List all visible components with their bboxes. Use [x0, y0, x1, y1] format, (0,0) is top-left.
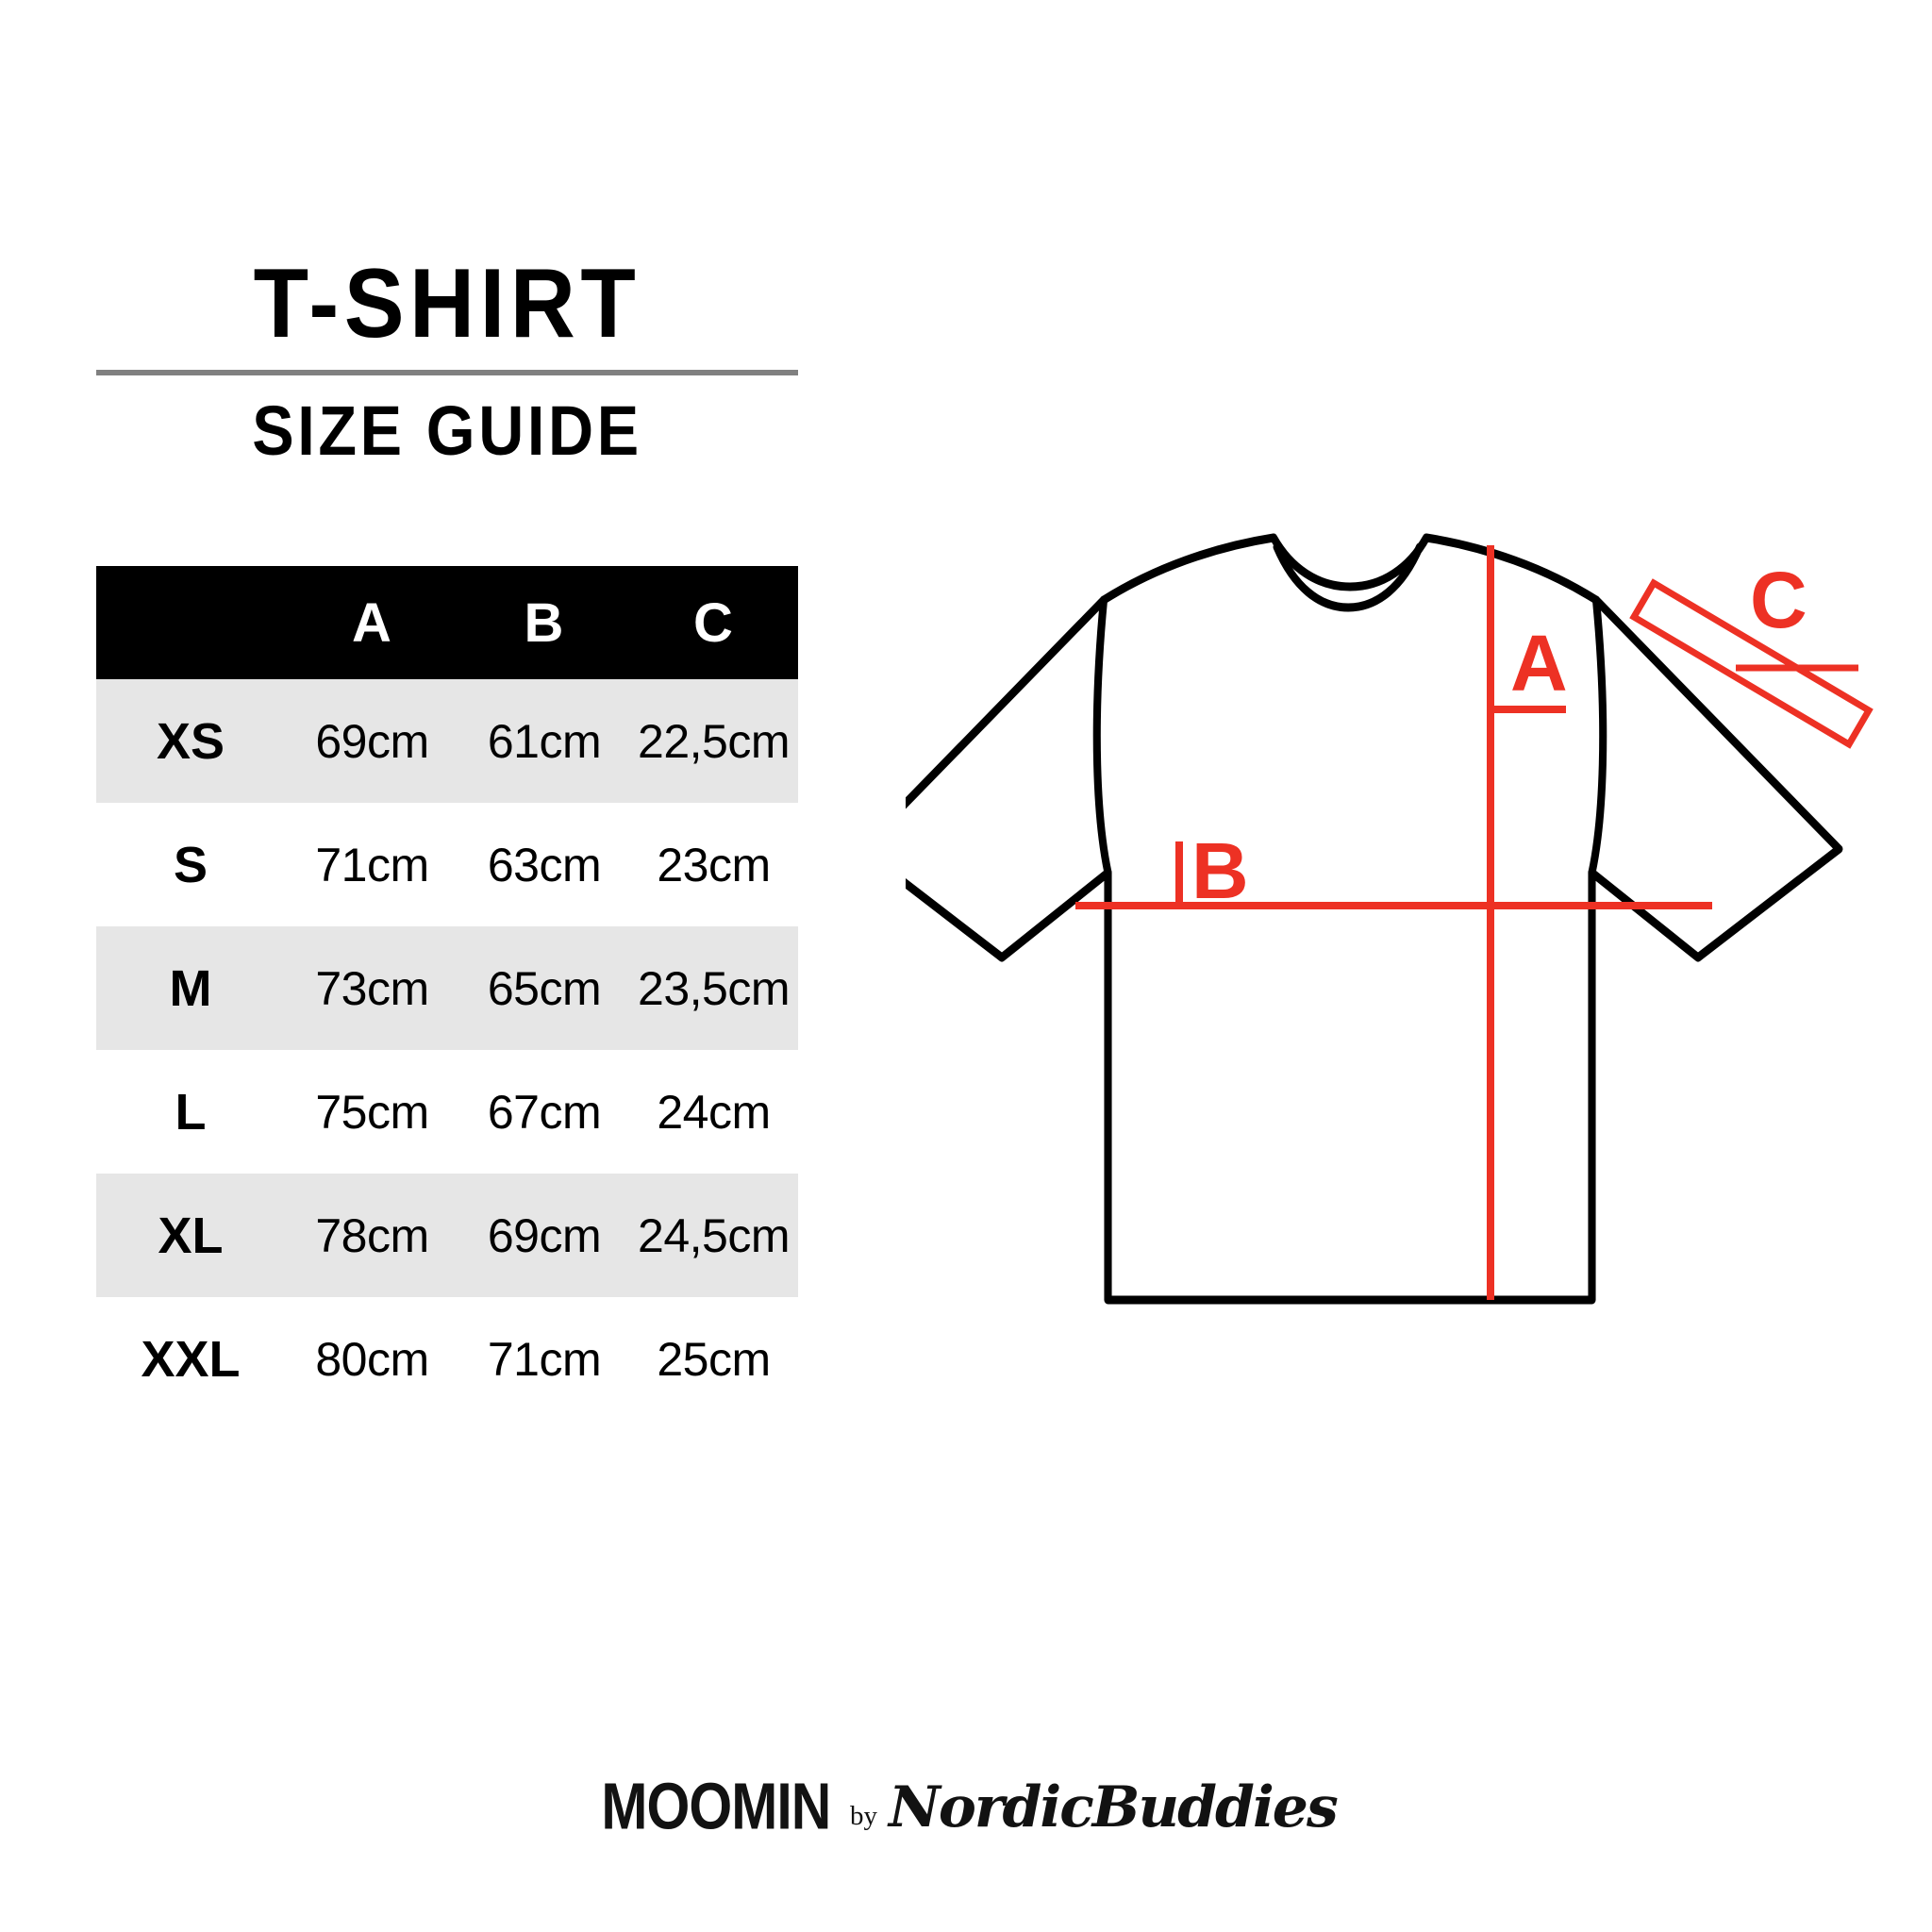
- moomin-wordmark: MOOMIN: [601, 1770, 832, 1844]
- table-row: XS 69cm 61cm 22,5cm: [96, 679, 798, 803]
- row-size-label: L: [175, 1083, 207, 1141]
- row-value-c: 22,5cm: [638, 714, 790, 768]
- row-value-b: 65cm: [487, 961, 602, 1015]
- nordicbuddies-wordmark: NordicBuddies: [889, 1774, 1339, 1840]
- tshirt-outline-icon: [906, 533, 1843, 1305]
- measure-label-b: B: [1191, 826, 1249, 915]
- row-value-a: 78cm: [315, 1208, 429, 1262]
- size-table: A B C XS 69cm 61cm 22,5cm S 71cm 63cm 23…: [96, 566, 798, 1421]
- row-value-b: 69cm: [487, 1208, 602, 1262]
- row-value-c: 24cm: [657, 1085, 771, 1139]
- row-value-c: 23cm: [657, 838, 771, 891]
- row-value-a: 71cm: [315, 838, 429, 891]
- measure-line-b: [1075, 841, 1712, 909]
- row-value-b: 67cm: [487, 1085, 602, 1139]
- measure-label-c: C: [1750, 556, 1807, 644]
- column-header-c: C: [693, 591, 734, 654]
- row-value-a: 75cm: [315, 1085, 429, 1139]
- row-size-label: S: [173, 836, 208, 893]
- table-row: XXL 80cm 71cm 25cm: [96, 1297, 798, 1421]
- page-subtitle: SIZE GUIDE: [252, 391, 642, 470]
- row-size-label: XS: [156, 712, 225, 770]
- column-header-b: B: [524, 591, 565, 654]
- row-value-c: 24,5cm: [638, 1208, 790, 1262]
- footer-logo: MOOMIN by NordicBuddies: [0, 1771, 1932, 1843]
- table-row: XL 78cm 69cm 24,5cm: [96, 1174, 798, 1297]
- row-value-c: 23,5cm: [638, 961, 790, 1015]
- column-header-size: [96, 566, 285, 679]
- title-block: T-SHIRT SIZE GUIDE: [96, 255, 798, 466]
- row-value-b: 61cm: [487, 714, 602, 768]
- measure-line-a: [1487, 545, 1566, 1300]
- table-row: S 71cm 63cm 23cm: [96, 803, 798, 926]
- table-row: L 75cm 67cm 24cm: [96, 1050, 798, 1174]
- row-value-c: 25cm: [657, 1332, 771, 1386]
- measure-line-c: [1629, 578, 1874, 749]
- row-size-label: XL: [158, 1207, 224, 1264]
- row-value-a: 80cm: [315, 1332, 429, 1386]
- row-value-a: 69cm: [315, 714, 429, 768]
- row-value-b: 71cm: [487, 1332, 602, 1386]
- table-header-row: A B C: [96, 566, 798, 679]
- table-row: M 73cm 65cm 23,5cm: [96, 926, 798, 1050]
- table-header: A B C: [96, 566, 798, 679]
- measure-label-a: A: [1510, 619, 1568, 708]
- logo-connector: by: [850, 1801, 877, 1831]
- row-size-label: XXL: [141, 1330, 241, 1388]
- page-title: T-SHIRT: [253, 249, 641, 358]
- row-value-a: 73cm: [315, 961, 429, 1015]
- row-value-b: 63cm: [487, 838, 602, 891]
- column-header-a: A: [352, 591, 392, 654]
- table-body: XS 69cm 61cm 22,5cm S 71cm 63cm 23cm M 7…: [96, 679, 798, 1421]
- tshirt-diagram: A B C: [906, 509, 1887, 1396]
- title-divider: [96, 370, 798, 375]
- row-size-label: M: [169, 959, 212, 1017]
